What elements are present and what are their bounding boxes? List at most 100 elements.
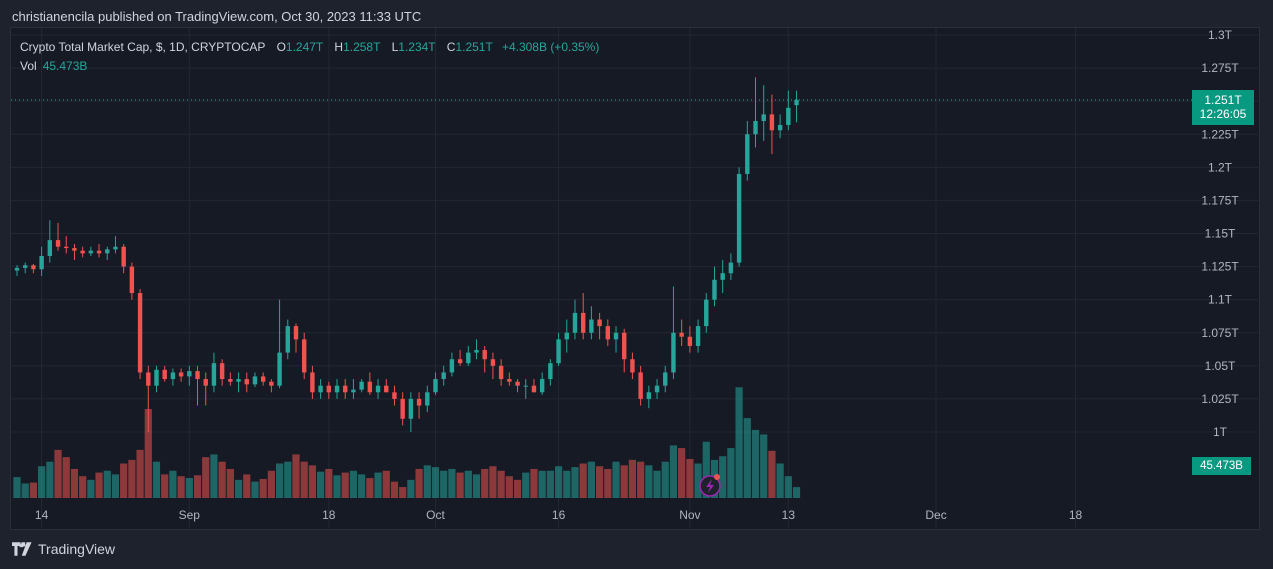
volume-bar <box>669 445 678 498</box>
x-tick-label: 18 <box>322 508 336 522</box>
candle-body <box>367 381 373 393</box>
volume-bar <box>210 454 218 498</box>
volume-bar <box>292 454 300 498</box>
candle-body <box>219 363 225 380</box>
volume-bar <box>727 448 735 498</box>
candle-body <box>170 372 176 380</box>
volume-bar <box>161 474 169 498</box>
symbol-name[interactable]: Crypto Total Market Cap, $, 1D, CRYPTOCA… <box>20 40 266 54</box>
x-tick-label: Nov <box>679 508 700 522</box>
candle-body <box>39 255 44 270</box>
y-tick-label: 1.275T <box>1201 61 1239 75</box>
candle-body <box>129 266 135 294</box>
candle-body <box>113 246 118 250</box>
candle-body <box>146 372 151 386</box>
candle-body <box>556 339 561 364</box>
candle-body <box>507 379 512 382</box>
candle-body <box>310 372 315 393</box>
candle-body <box>482 349 487 360</box>
volume-bar <box>243 474 251 498</box>
candle-body <box>580 312 586 333</box>
volume-bar <box>234 479 243 498</box>
volume-bar <box>349 470 358 498</box>
volume-bar <box>792 487 801 498</box>
price-badge-value: 1.251T <box>1204 93 1242 107</box>
volume-bar <box>678 448 686 498</box>
candle-body <box>794 99 799 106</box>
candle-body <box>490 359 496 366</box>
header-bar: christianencila published on TradingView… <box>0 0 1273 32</box>
volume-bar <box>530 468 538 498</box>
footer-brand[interactable]: TradingView <box>12 541 115 557</box>
candle-body <box>745 134 750 174</box>
candle-body <box>195 371 200 380</box>
candle-body <box>474 349 479 353</box>
open-value: 1.247T <box>285 40 324 54</box>
grid-lines <box>11 28 1258 528</box>
candle-body <box>236 379 241 382</box>
candle-body <box>88 250 94 254</box>
volume-bar <box>587 461 595 498</box>
close-value: 1.251T <box>455 40 493 54</box>
volume-legend: Vol 45.473B <box>20 59 87 73</box>
volume-bar <box>382 470 390 498</box>
volume-bar <box>87 479 95 498</box>
candle-body <box>761 114 766 122</box>
x-tick-label: 14 <box>35 508 49 522</box>
candle-body <box>392 392 397 399</box>
chart-frame[interactable] <box>10 27 1260 530</box>
volume-bar <box>218 461 226 498</box>
footer-brand-text: TradingView <box>38 541 116 557</box>
candle-body <box>663 372 668 386</box>
volume-bar <box>152 461 161 498</box>
candle-body <box>416 398 422 406</box>
candle-body <box>753 121 758 135</box>
candle-body <box>622 332 627 360</box>
volume-bar <box>407 479 415 498</box>
volume-bar <box>481 468 489 498</box>
volume-bar <box>341 472 349 498</box>
candle-body <box>597 319 602 327</box>
candle-body <box>31 265 36 270</box>
candle-body <box>326 385 332 393</box>
chart-legend: Crypto Total Market Cap, $, 1D, CRYPTOCA… <box>20 40 599 54</box>
y-tick-label: 1.025T <box>1201 392 1239 406</box>
candle-body <box>441 372 446 380</box>
candle-body <box>293 326 299 340</box>
candle-body <box>671 332 676 373</box>
volume-bar <box>38 466 46 498</box>
volume-bar <box>522 472 530 498</box>
volume-bar <box>70 468 79 498</box>
volume-bar <box>423 465 431 498</box>
volume-bar <box>784 476 792 498</box>
candle-body <box>704 299 709 327</box>
candle-body <box>285 326 290 353</box>
candle-body <box>449 359 455 373</box>
high-label: H <box>334 40 344 54</box>
candle-body <box>23 265 28 268</box>
volume-bar <box>554 466 563 498</box>
x-tick-label: Oct <box>426 508 445 522</box>
volume-bar <box>333 475 341 498</box>
candle-body <box>334 385 340 393</box>
volume-bar <box>637 461 645 498</box>
volume-bar <box>776 463 784 498</box>
candle-body <box>105 249 110 254</box>
volume-bar <box>546 470 554 498</box>
volume-bar <box>399 487 407 498</box>
candle-body <box>646 392 652 399</box>
alert-icon[interactable] <box>699 474 721 497</box>
volume-bar <box>604 468 612 498</box>
volume-bar <box>136 449 144 498</box>
y-tick-label: 1.3T <box>1208 28 1233 42</box>
volume-bar <box>563 470 571 498</box>
y-tick-label: 1.175T <box>1201 193 1239 207</box>
volume-bar <box>735 387 743 498</box>
volume-bar <box>571 467 579 498</box>
volume-bar <box>325 468 333 498</box>
volume-bar <box>472 474 481 498</box>
candle-body <box>47 240 53 256</box>
volume-bar <box>103 470 111 498</box>
volume-bar <box>694 463 702 498</box>
